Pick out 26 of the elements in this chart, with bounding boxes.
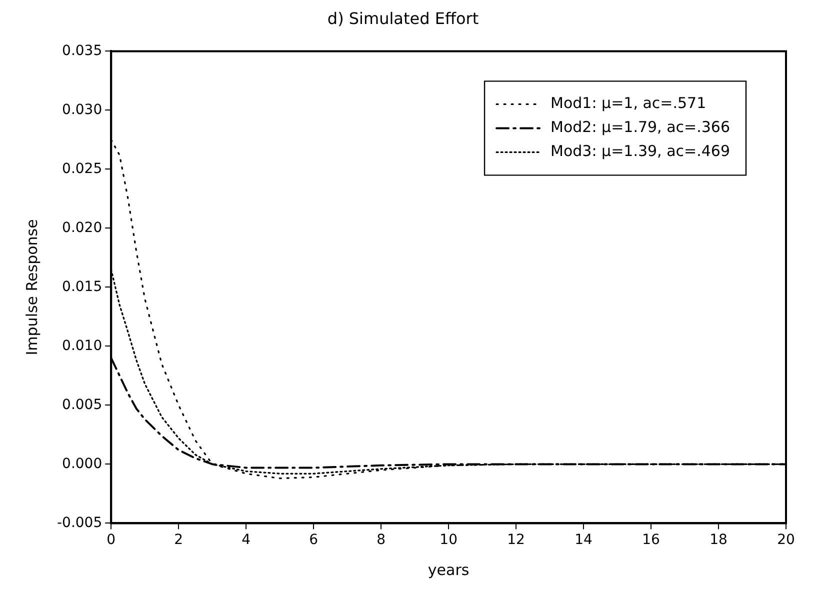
- x-tick-label: 18: [710, 532, 728, 548]
- y-tick-label: 0.005: [62, 396, 102, 413]
- x-tick-label: 0: [106, 532, 116, 548]
- x-tick-label: 4: [242, 532, 251, 548]
- x-tick-label: 16: [642, 532, 660, 548]
- x-tick-label: 8: [376, 532, 386, 548]
- y-tick-label: -0.005: [56, 514, 102, 531]
- x-axis-title: years: [428, 560, 470, 579]
- x-tick-label: 20: [777, 532, 795, 548]
- x-tick-label: 2: [174, 532, 184, 548]
- x-tick-label: 14: [574, 532, 593, 548]
- x-tick-label: 6: [309, 532, 318, 548]
- legend-label: Mod2: μ=1.79, ac=.366: [550, 118, 730, 136]
- y-tick-label: 0.020: [62, 220, 102, 236]
- y-axis-title: Impulse Response: [22, 219, 41, 356]
- y-tick-label: 0.000: [62, 456, 102, 472]
- y-tick-label: 0.015: [62, 278, 102, 295]
- y-tick-label: 0.030: [62, 102, 102, 118]
- y-tick-label: 0.025: [62, 160, 102, 177]
- x-tick-label: 12: [507, 532, 525, 548]
- legend-label: Mod1: μ=1, ac=.571: [550, 94, 706, 112]
- x-tick-label: 10: [440, 532, 458, 548]
- chart-title: d) Simulated Effort: [327, 8, 479, 28]
- y-tick-label: 0.035: [62, 42, 102, 59]
- legend-label: Mod3: μ=1.39, ac=.469: [550, 142, 730, 160]
- y-tick-label: 0.010: [62, 338, 102, 354]
